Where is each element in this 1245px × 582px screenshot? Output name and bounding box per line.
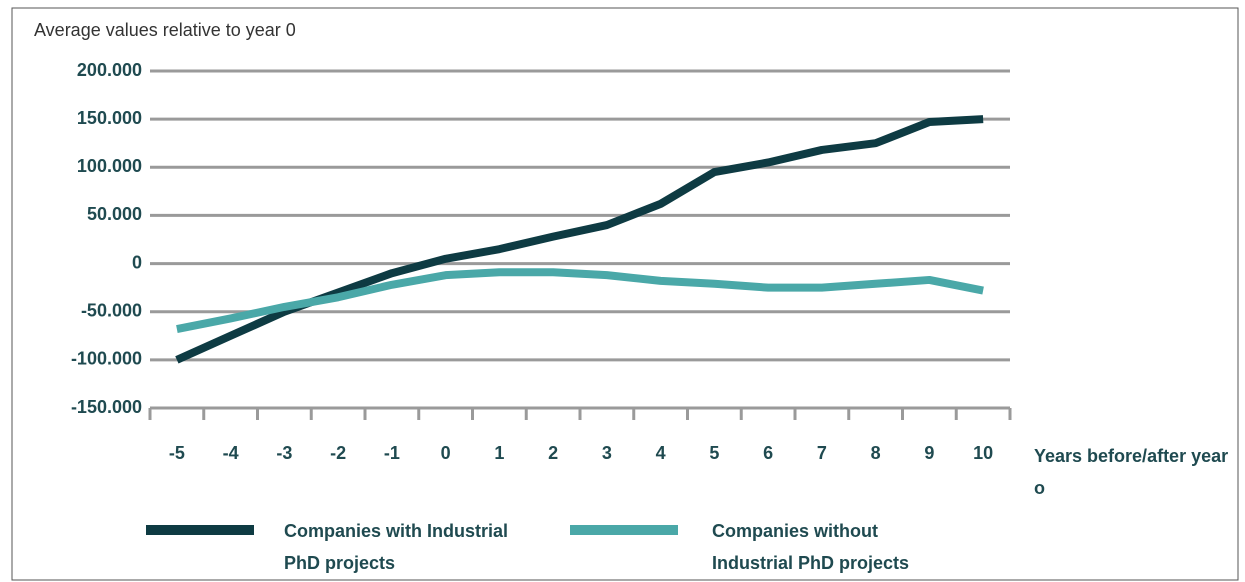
legend-label: Companies without Industrial PhD project… [712, 521, 910, 573]
y-tick-label: 0 [132, 252, 142, 272]
x-tick-label: -5 [169, 443, 185, 463]
legend-label: Companies with Industrial PhD projects [284, 521, 509, 573]
x-tick-label: 2 [548, 443, 558, 463]
series-line [176, 268, 984, 333]
y-tick-label: 100.000 [77, 156, 142, 176]
series-line [175, 115, 984, 364]
y-tick-label: 150.000 [77, 108, 142, 128]
x-tick-label: 4 [656, 443, 666, 463]
x-tick-label: 3 [602, 443, 612, 463]
x-tick-label: 5 [709, 443, 719, 463]
y-tick-label: 200.000 [77, 60, 142, 80]
x-tick-label: 7 [817, 443, 827, 463]
legend-swatch [146, 525, 254, 535]
x-tick-label: 0 [441, 443, 451, 463]
y-tick-label: -100.000 [71, 349, 142, 369]
y-tick-label: -150.000 [71, 397, 142, 417]
x-tick-label: 9 [924, 443, 934, 463]
y-tick-label: -50.000 [81, 300, 142, 320]
x-tick-label: 8 [871, 443, 881, 463]
x-tick-label: -1 [384, 443, 400, 463]
frame [11, 7, 1239, 581]
x-tick-label: 6 [763, 443, 773, 463]
x-tick-label: -4 [223, 443, 239, 463]
legend-swatch [570, 525, 678, 535]
y-tick-label: 50.000 [87, 204, 142, 224]
y-axis-label: Average values relative to year 0 [34, 20, 296, 40]
x-tick-label: 10 [973, 443, 993, 463]
x-axis-label: Years before/after year o [1034, 446, 1229, 498]
x-tick-label: -2 [330, 443, 346, 463]
x-tick-label: 1 [494, 443, 504, 463]
x-tick-label: -3 [276, 443, 292, 463]
